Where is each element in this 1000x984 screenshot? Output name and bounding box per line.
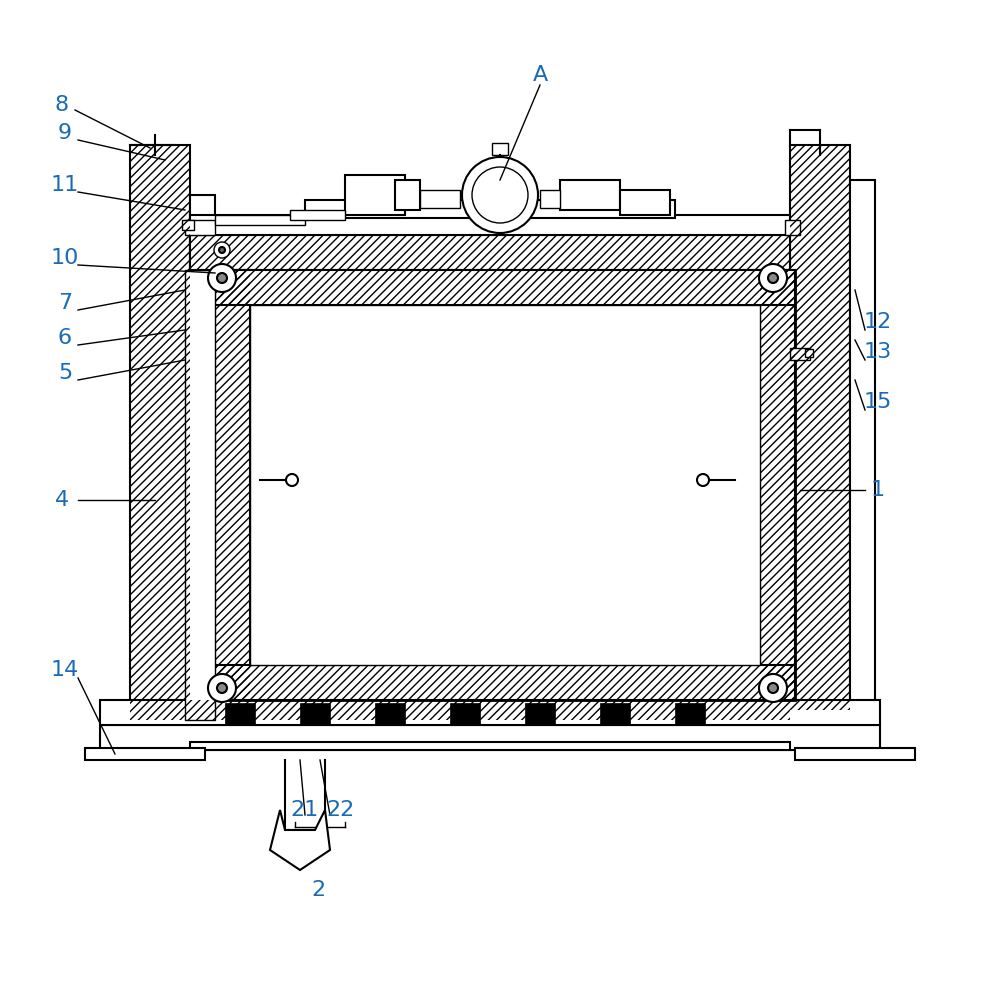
Bar — [190, 235, 790, 270]
Circle shape — [219, 247, 225, 253]
Bar — [182, 220, 194, 230]
Bar — [290, 210, 345, 220]
Circle shape — [768, 683, 778, 693]
Text: 21: 21 — [291, 800, 319, 820]
Circle shape — [697, 474, 709, 486]
Bar — [790, 348, 810, 360]
Bar — [760, 270, 795, 700]
Circle shape — [208, 264, 236, 292]
Circle shape — [286, 474, 298, 486]
Bar — [760, 270, 795, 700]
Text: 6: 6 — [58, 328, 72, 348]
Circle shape — [217, 683, 227, 693]
Bar — [190, 215, 790, 235]
Bar — [675, 703, 705, 725]
Bar — [492, 143, 508, 155]
Bar — [215, 215, 305, 225]
Bar — [250, 305, 760, 665]
Text: 1: 1 — [871, 480, 885, 500]
Circle shape — [472, 167, 528, 223]
Bar — [300, 703, 330, 725]
Text: 8: 8 — [55, 95, 69, 115]
Bar — [513, 181, 519, 191]
Circle shape — [759, 264, 787, 292]
Bar — [85, 748, 205, 760]
Text: 14: 14 — [51, 660, 79, 680]
Bar — [488, 174, 494, 184]
Bar — [305, 200, 675, 218]
Bar — [185, 220, 215, 235]
Polygon shape — [270, 810, 330, 870]
Bar — [481, 181, 487, 191]
Text: 5: 5 — [58, 363, 72, 383]
Bar — [790, 145, 850, 710]
Circle shape — [462, 157, 538, 233]
Circle shape — [759, 674, 787, 702]
Bar — [850, 180, 875, 710]
Bar — [525, 703, 555, 725]
Bar — [190, 195, 215, 720]
Bar — [805, 349, 813, 357]
Bar — [497, 172, 503, 182]
Circle shape — [214, 242, 230, 258]
Bar — [215, 270, 250, 700]
Text: 9: 9 — [58, 123, 72, 143]
Bar — [190, 700, 790, 720]
Text: 7: 7 — [58, 293, 72, 313]
Circle shape — [208, 674, 236, 702]
Bar — [540, 190, 560, 208]
Bar — [560, 180, 620, 210]
Bar — [100, 725, 880, 750]
Bar — [420, 190, 460, 208]
Bar — [215, 665, 795, 700]
Text: 2: 2 — [311, 880, 325, 900]
Bar — [375, 703, 405, 725]
Bar — [185, 270, 215, 720]
Bar — [215, 270, 250, 700]
Bar — [215, 270, 795, 305]
Text: 13: 13 — [864, 342, 892, 362]
Bar — [795, 748, 915, 760]
Bar — [620, 190, 670, 215]
Bar — [190, 235, 790, 270]
Bar — [130, 145, 190, 720]
Text: 12: 12 — [864, 312, 892, 332]
Text: 22: 22 — [326, 800, 354, 820]
Text: 4: 4 — [55, 490, 69, 510]
Text: 10: 10 — [51, 248, 79, 268]
Bar — [515, 190, 521, 200]
Bar — [190, 742, 790, 750]
Bar — [785, 220, 800, 235]
Bar — [215, 270, 795, 305]
Text: 11: 11 — [51, 175, 79, 195]
Bar — [790, 145, 850, 710]
Bar — [130, 145, 190, 720]
Bar — [395, 180, 420, 210]
Circle shape — [768, 273, 778, 283]
Bar — [450, 703, 480, 725]
Bar — [225, 703, 255, 725]
Text: A: A — [532, 65, 548, 85]
Bar — [345, 175, 405, 215]
Bar — [190, 700, 790, 720]
Circle shape — [217, 273, 227, 283]
Bar — [600, 703, 630, 725]
Bar — [215, 270, 795, 700]
Bar — [215, 665, 795, 700]
Bar — [506, 174, 512, 184]
Bar — [100, 700, 880, 725]
Text: 15: 15 — [864, 392, 892, 412]
